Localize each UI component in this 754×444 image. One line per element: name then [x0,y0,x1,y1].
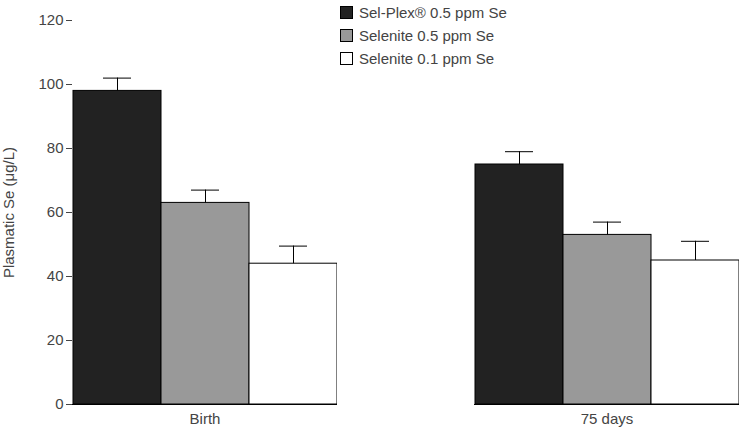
svg-text:20: 20 [47,331,64,348]
svg-text:100: 100 [38,75,63,92]
html-text:Selenite 0.1 ppm Se: Selenite 0.1 ppm Se [359,50,495,67]
svg-text:40: 40 [47,267,64,284]
svg-text:120: 120 [38,11,63,28]
svg-text:80: 80 [47,139,64,156]
svg-text:0: 0 [55,395,63,412]
svg-text:60: 60 [47,203,64,220]
svg-text:Birth: Birth [190,410,221,427]
svg-text:Plasmatic Se (μg/L): Plasmatic Se (μg/L) [0,147,17,278]
svg-text:75 days: 75 days [581,410,634,427]
html-text:Sel-Plex® 0.5 ppm Se: Sel-Plex® 0.5 ppm Se [359,4,507,21]
html-text:Selenite 0.5 ppm Se: Selenite 0.5 ppm Se [359,27,495,44]
